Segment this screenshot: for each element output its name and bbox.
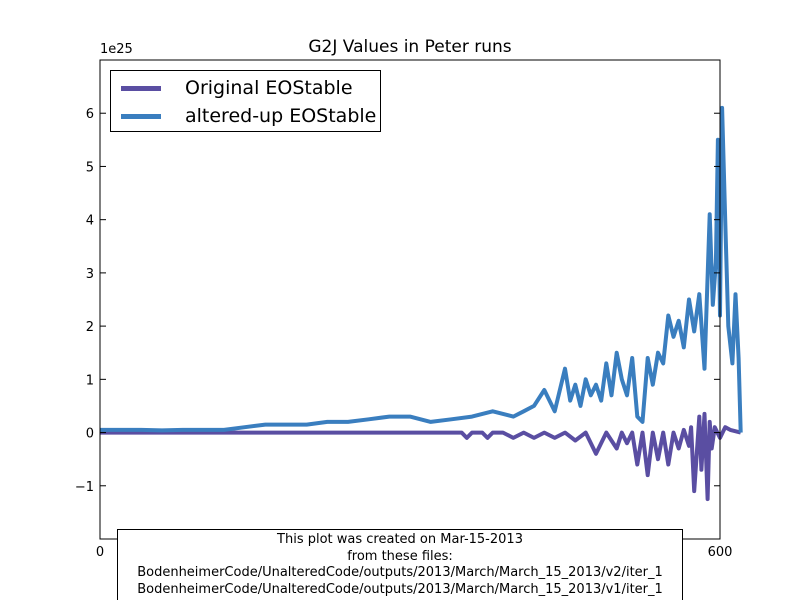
x-tick-label-600: 600 xyxy=(708,545,733,560)
y-tick-label: −1 xyxy=(75,480,94,495)
chart-title: G2J Values in Peter runs xyxy=(308,37,511,57)
footnote-file-path: BodenheimerCode/UnalteredCode/outputs/20… xyxy=(137,581,663,597)
footnote-files-line: from these files: xyxy=(347,548,453,564)
legend-entry-altered: altered-up EOStable xyxy=(121,101,376,131)
series-layer xyxy=(100,105,743,502)
legend-swatch-original xyxy=(121,85,161,91)
y-offset-label: 1e25 xyxy=(100,42,133,57)
y-tick-label: 3 xyxy=(86,267,94,282)
chart-legend: Original EOStable altered-up EOStable xyxy=(110,70,381,132)
y-tick-label: 0 xyxy=(86,427,94,442)
y-tick-label: 6 xyxy=(86,107,94,122)
series-line-original-eostable xyxy=(100,411,742,502)
y-tick-label: 1 xyxy=(86,373,94,388)
footnote-created-line: This plot was created on Mar-15-2013 xyxy=(277,532,523,547)
y-tick-label: 5 xyxy=(86,160,94,175)
legend-label-original: Original EOStable xyxy=(185,77,353,99)
y-tick-label: 4 xyxy=(86,214,94,229)
footnote-file-path: BodenheimerCode/UnalteredCode/outputs/20… xyxy=(137,565,663,580)
plot-area xyxy=(100,60,720,539)
series-line-altered-up-eostable xyxy=(100,105,743,433)
legend-label-altered: altered-up EOStable xyxy=(185,105,377,127)
y-ticks: −1 0 1 2 3 4 5 6 xyxy=(75,107,720,495)
x-tick-label-0: 0 xyxy=(96,545,104,560)
y-tick-label: 2 xyxy=(86,320,94,335)
legend-swatch-altered xyxy=(121,113,161,119)
footnote-box: This plot was created on Mar-15-2013 fro… xyxy=(117,529,683,600)
legend-entry-original: Original EOStable xyxy=(121,73,353,103)
